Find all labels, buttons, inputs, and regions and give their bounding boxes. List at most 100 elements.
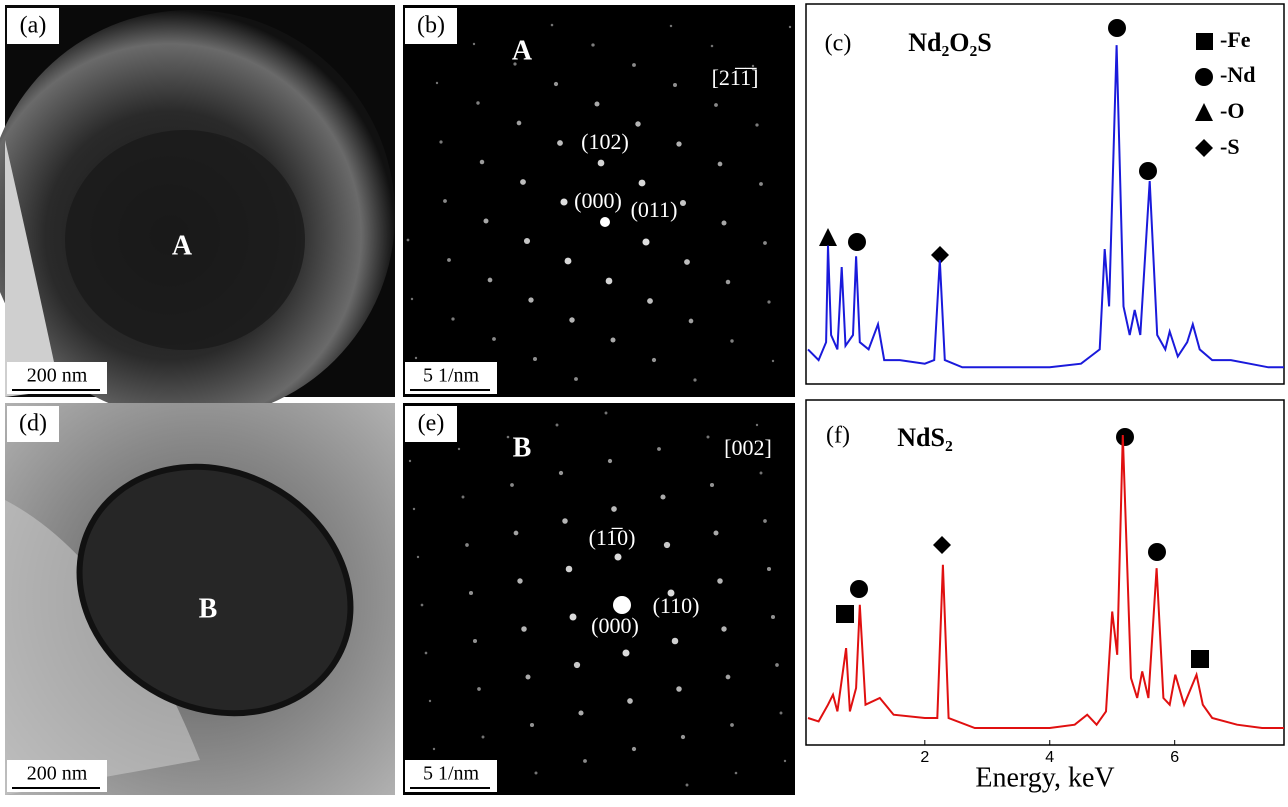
diffraction-spot bbox=[657, 447, 661, 451]
diffraction-spot bbox=[784, 760, 786, 762]
chart-title: Nd₂O₂S bbox=[908, 28, 992, 57]
diffraction-spot bbox=[611, 506, 617, 512]
diffraction-spot bbox=[647, 298, 653, 304]
diffraction-spot bbox=[642, 238, 649, 245]
spectrum-f: (f) NdS₂ Energy, keV bbox=[806, 400, 1284, 793]
diffraction-spot bbox=[760, 472, 763, 475]
x-tick-label: 4 bbox=[1045, 749, 1054, 766]
diffraction-spot bbox=[473, 43, 475, 45]
region-marker: A bbox=[512, 35, 533, 66]
scale-bar-label: 5 1/nm bbox=[423, 763, 480, 785]
diffraction-spot bbox=[477, 687, 481, 691]
diffraction-spot bbox=[421, 604, 424, 607]
diffraction-spot bbox=[525, 674, 530, 679]
diffraction-spot bbox=[772, 360, 774, 362]
diffraction-spot bbox=[632, 747, 636, 751]
scale-bar-label: 200 nm bbox=[27, 763, 88, 785]
diffraction-spot bbox=[492, 337, 496, 341]
diffraction-spot bbox=[608, 459, 612, 463]
diffraction-spot bbox=[726, 280, 730, 284]
diffraction-spot bbox=[714, 103, 718, 107]
diffraction-spot bbox=[670, 25, 672, 27]
diffraction-spot bbox=[706, 435, 709, 438]
spot-label: (110) bbox=[653, 593, 700, 618]
diffraction-spot bbox=[676, 686, 681, 691]
diffraction-spot bbox=[767, 300, 770, 303]
diffraction-spot bbox=[560, 198, 567, 205]
diffraction-spot bbox=[726, 675, 731, 680]
diffraction-spot bbox=[722, 221, 727, 226]
diffraction-spot bbox=[756, 424, 758, 426]
diffraction-spot bbox=[652, 358, 656, 362]
diffraction-spot bbox=[605, 412, 608, 415]
diffraction-spot bbox=[534, 771, 537, 774]
diffraction-spot bbox=[594, 101, 599, 106]
diffraction-spot bbox=[693, 378, 696, 381]
diffraction-spot bbox=[672, 638, 679, 645]
diffraction-spot bbox=[574, 377, 578, 381]
diffraction-spot bbox=[473, 639, 477, 643]
spot-label: (000) bbox=[574, 188, 622, 213]
diffraction-spot bbox=[771, 615, 775, 619]
spot-label: (011) bbox=[631, 197, 678, 222]
diffraction-spot bbox=[598, 160, 605, 167]
diffraction-spot bbox=[562, 518, 567, 523]
diffraction-spot bbox=[465, 543, 469, 547]
diffraction-spot bbox=[480, 160, 484, 164]
diffraction-spot bbox=[775, 663, 779, 667]
spot-label: (102) bbox=[581, 129, 629, 154]
spot-label: (11̅0) bbox=[589, 525, 636, 550]
spot-label: (000) bbox=[591, 613, 639, 638]
diffraction-spot bbox=[413, 508, 415, 510]
diffraction-spot bbox=[569, 317, 574, 322]
diffraction-spot bbox=[721, 626, 726, 631]
diffraction-spot bbox=[554, 82, 558, 86]
diffraction-spot bbox=[433, 748, 435, 750]
diffraction-spot bbox=[763, 519, 767, 523]
diffraction-spot bbox=[570, 614, 577, 621]
diffraction-spot bbox=[681, 735, 685, 739]
panel-label: (f) bbox=[826, 423, 850, 449]
diffraction-spot bbox=[613, 596, 631, 614]
x-tick-label: 2 bbox=[920, 749, 929, 766]
legend-label: -Fe bbox=[1220, 27, 1251, 52]
diffraction-spot bbox=[462, 496, 465, 499]
diffraction-spot bbox=[443, 199, 447, 203]
diffraction-spot bbox=[439, 140, 442, 143]
diffraction-spot bbox=[436, 82, 438, 84]
diffraction-spot bbox=[684, 259, 690, 265]
diffraction-spot bbox=[717, 578, 723, 584]
diffraction-spot bbox=[689, 319, 694, 324]
diffraction-spot bbox=[510, 483, 514, 487]
diffraction-spot bbox=[551, 24, 554, 27]
zone-axis: [21̅1̅] bbox=[712, 65, 759, 90]
diffraction-spot bbox=[583, 759, 587, 763]
figure: A (a) 200 nm A [21̅1̅] (102) (000) (011)… bbox=[0, 0, 1288, 807]
diffraction-spot bbox=[528, 297, 533, 302]
chart-title: NdS₂ bbox=[897, 423, 953, 452]
diffraction-spot bbox=[610, 337, 615, 342]
panel-label: (d) bbox=[19, 411, 47, 437]
diffraction-spot bbox=[566, 566, 573, 573]
diffraction-spot bbox=[417, 556, 419, 558]
diffraction-spot bbox=[639, 180, 646, 187]
diffraction-spot bbox=[574, 662, 580, 668]
diffraction-spot bbox=[409, 460, 411, 462]
diffraction-spot bbox=[469, 591, 473, 595]
diffraction-spot bbox=[517, 578, 522, 583]
x-tick-label: 6 bbox=[1170, 749, 1179, 766]
diffraction-spot bbox=[559, 471, 563, 475]
diffraction-spot bbox=[425, 652, 428, 655]
scale-bar-label: 200 nm bbox=[27, 365, 88, 387]
diffraction-spot bbox=[451, 317, 454, 320]
diffraction-spot bbox=[556, 424, 559, 427]
diffraction-spot bbox=[730, 339, 733, 342]
diffraction-spot bbox=[429, 700, 431, 702]
diffraction-spot bbox=[488, 278, 493, 283]
diffraction-spot bbox=[578, 710, 583, 715]
diffraction-spot bbox=[759, 182, 763, 186]
x-axis-label: Energy, keV bbox=[975, 762, 1114, 793]
spectrum-line bbox=[808, 45, 1284, 367]
diffraction-spot bbox=[767, 567, 771, 571]
panel-label: (b) bbox=[417, 13, 445, 39]
